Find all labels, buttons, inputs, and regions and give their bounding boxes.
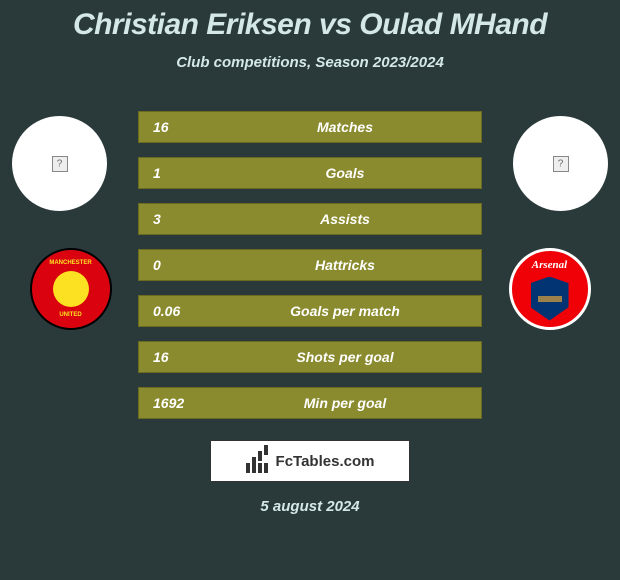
stat-label: Assists <box>249 211 481 227</box>
footer-brand-text: FcTables.com <box>276 453 375 470</box>
broken-image-icon <box>52 156 68 172</box>
player-left-photo <box>12 116 107 211</box>
comparison-subtitle: Club competitions, Season 2023/2024 <box>0 54 620 71</box>
stat-row-matches: 16 Matches <box>138 111 482 143</box>
stat-label: Goals per match <box>249 303 481 319</box>
comparison-title: Christian Eriksen vs Oulad MHand <box>0 0 620 42</box>
stat-row-assists: 3 Assists <box>138 203 482 235</box>
fctables-bars-icon <box>246 449 270 473</box>
crest-center <box>53 271 89 307</box>
stat-row-min-per-goal: 1692 Min per goal <box>138 387 482 419</box>
arsenal-crest <box>509 248 591 330</box>
club-badge-left <box>28 246 113 331</box>
stat-label: Min per goal <box>249 395 481 411</box>
stat-row-goals: 1 Goals <box>138 157 482 189</box>
stat-value-left: 1692 <box>139 395 249 411</box>
club-badge-right <box>507 246 592 331</box>
player-right-photo <box>513 116 608 211</box>
stat-value-left: 0 <box>139 257 249 273</box>
stat-row-hattricks: 0 Hattricks <box>138 249 482 281</box>
stat-label: Shots per goal <box>249 349 481 365</box>
footer-date: 5 august 2024 <box>0 498 620 515</box>
stat-value-left: 16 <box>139 119 249 135</box>
stat-row-shots-per-goal: 16 Shots per goal <box>138 341 482 373</box>
stat-value-left: 16 <box>139 349 249 365</box>
crest-shield <box>531 277 569 321</box>
crest-cannon <box>538 296 562 302</box>
stat-value-left: 1 <box>139 165 249 181</box>
stat-label: Goals <box>249 165 481 181</box>
stat-value-left: 0.06 <box>139 303 249 319</box>
footer-brand-box[interactable]: FcTables.com <box>210 440 410 482</box>
stat-row-goals-per-match: 0.06 Goals per match <box>138 295 482 327</box>
stats-column: 16 Matches 1 Goals 3 Assists 0 Hattricks… <box>138 111 482 433</box>
broken-image-icon <box>553 156 569 172</box>
stat-label: Matches <box>249 119 481 135</box>
comparison-content: 16 Matches 1 Goals 3 Assists 0 Hattricks… <box>0 101 620 421</box>
manchester-united-crest <box>30 248 112 330</box>
stat-value-left: 3 <box>139 211 249 227</box>
stat-label: Hattricks <box>249 257 481 273</box>
